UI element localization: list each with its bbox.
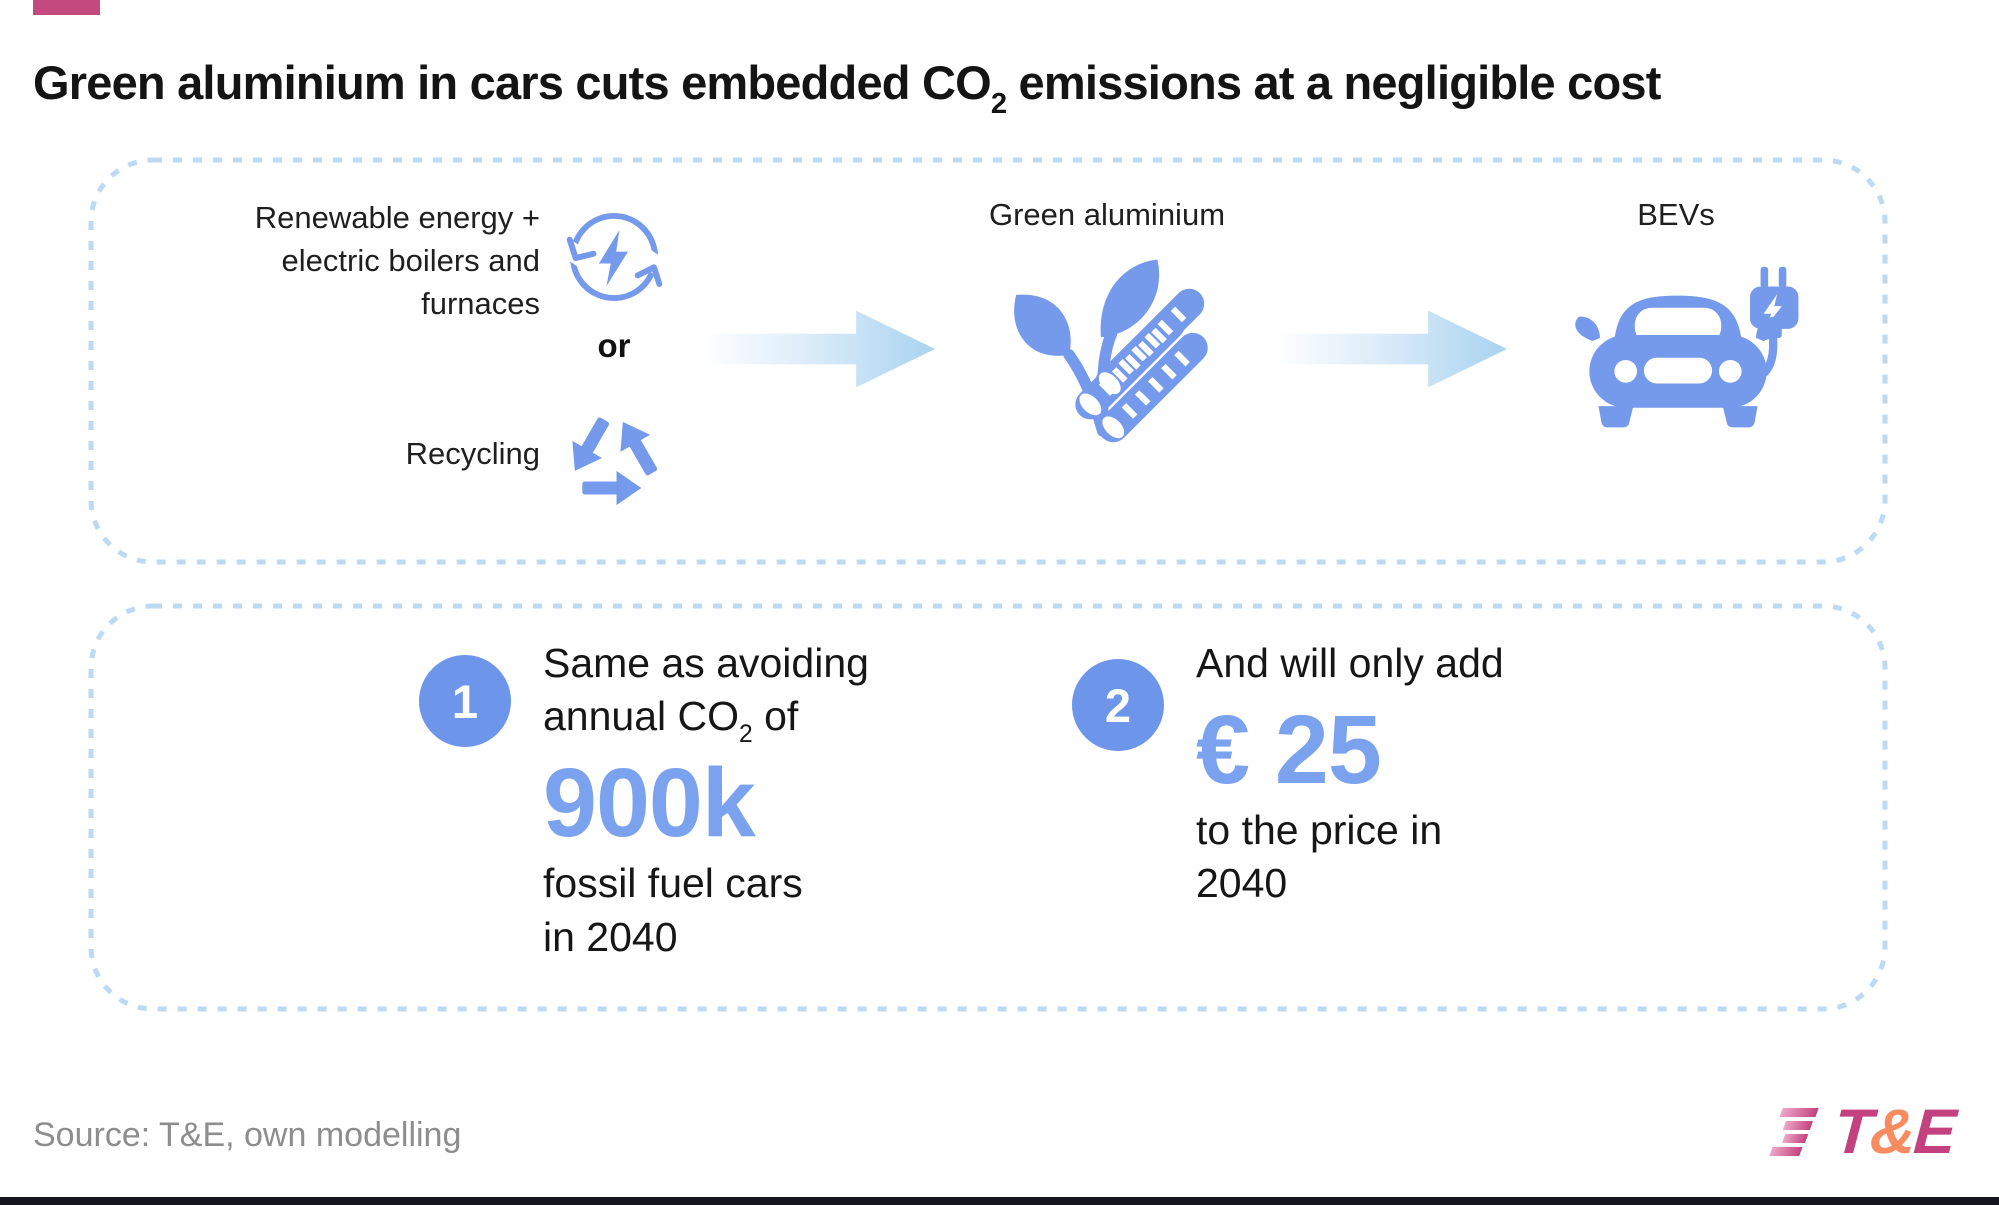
logo-e: E (1911, 1096, 1957, 1167)
te-logo-text: T&E (1832, 1097, 1957, 1167)
bevs-label: BEVs (1637, 197, 1715, 232)
green-aluminium-icon (1014, 259, 1208, 443)
impact-box-dashed-border (88, 603, 1888, 1012)
finding-1-post: of (752, 693, 799, 740)
finding-1-number-badge: 1 (419, 655, 511, 747)
bottom-bar (0, 1197, 1999, 1205)
finding-1-highlight-value: 900k (543, 748, 756, 858)
energy-cycle-icon (560, 212, 668, 302)
impact-box: 1 Same as avoiding annual CO2 of 900k foss… (88, 603, 1888, 1012)
finding-1-subscript: 2 (739, 720, 753, 748)
finding-2-text: And will only add € 25 to the price in 204… (1196, 637, 1716, 911)
recycling-option-label: Recycling (405, 436, 540, 471)
finding-2-tail: to the price in 2040 (1196, 807, 1443, 907)
finding-2-number-badge: 2 (1072, 659, 1164, 751)
or-label: or (597, 327, 631, 364)
logo-stripe (1779, 1108, 1819, 1117)
bev-car-icon (1575, 266, 1799, 428)
finding-1-text: Same as avoiding annual CO2 of 900k fossil… (543, 637, 1063, 964)
recycling-icon (572, 417, 658, 506)
finding-1-pre: Same as avoiding annual CO (543, 640, 869, 740)
logo-t: T (1831, 1096, 1873, 1167)
green-aluminium-label: Green aluminium (988, 197, 1226, 232)
page-title: Green aluminium in cars cuts embedded CO… (33, 55, 1983, 121)
logo-stripe (1782, 1121, 1814, 1130)
source-note: Source: T&E, own modelling (33, 1116, 462, 1154)
renewables-option-label: Renewable energy + electric boilers and … (254, 200, 540, 321)
te-logo-stripes-icon (1765, 1107, 1829, 1157)
accent-bar (33, 0, 100, 15)
title-post: emissions at a negligible cost (1006, 56, 1662, 110)
finding-1-tail: fossil fuel cars in 2040 (543, 860, 803, 960)
flow-box: Renewable energy + electric boilers and … (88, 157, 1888, 565)
finding-2-number: 2 (1104, 678, 1132, 732)
finding-1-number: 1 (451, 674, 479, 728)
finding-2-highlight-value: € 25 (1196, 695, 1382, 805)
te-logo: T&E (1769, 1097, 1957, 1167)
logo-ampersand: & (1868, 1096, 1917, 1167)
title-pre: Green aluminium in cars cuts embedded CO (33, 56, 992, 110)
logo-stripe (1769, 1147, 1803, 1156)
title-subscript: 2 (990, 88, 1007, 121)
flow-box-dashed-border (88, 157, 1888, 565)
finding-2-pre: And will only add (1196, 640, 1504, 686)
logo-stripe (1781, 1134, 1809, 1143)
